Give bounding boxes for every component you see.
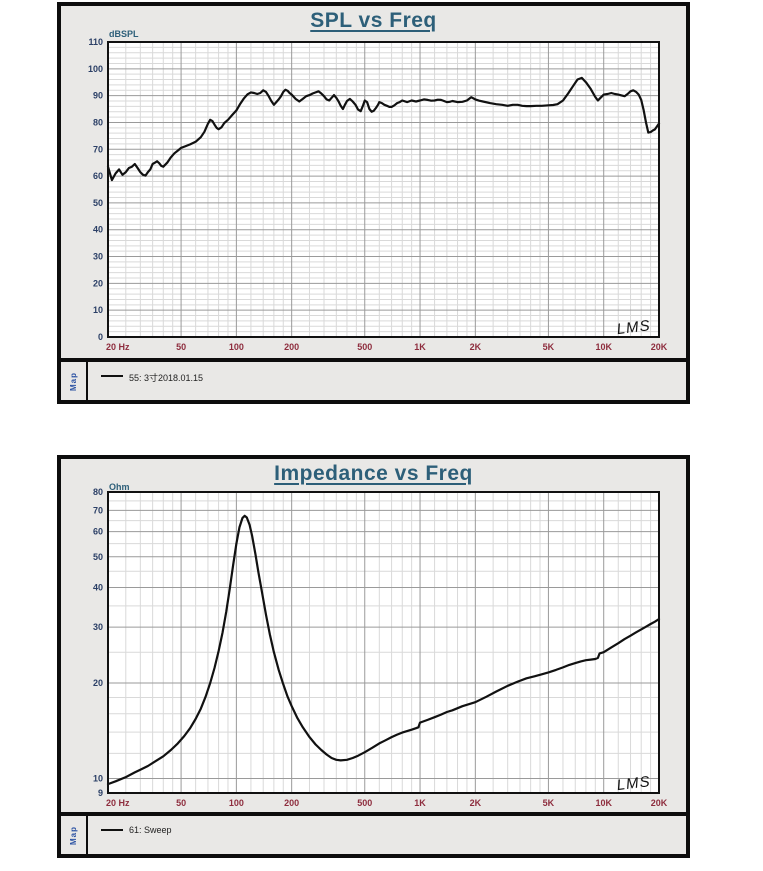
svg-text:500: 500 — [357, 798, 372, 808]
svg-text:20 Hz: 20 Hz — [106, 798, 130, 808]
svg-text:0: 0 — [98, 332, 103, 342]
svg-text:100: 100 — [88, 64, 103, 74]
impedance-legend-item: 61: Sweep — [88, 816, 172, 854]
svg-text:5K: 5K — [543, 798, 555, 808]
svg-text:10K: 10K — [595, 342, 612, 352]
svg-text:50: 50 — [176, 342, 186, 352]
impedance-chart-title: Impedance vs Freq — [274, 462, 473, 485]
svg-text:20: 20 — [93, 278, 103, 288]
svg-text:200: 200 — [284, 342, 299, 352]
svg-text:10: 10 — [93, 773, 103, 783]
svg-text:50: 50 — [176, 798, 186, 808]
svg-text:30: 30 — [93, 622, 103, 632]
svg-text:20: 20 — [93, 678, 103, 688]
spl-panel: SPL vs Freq dBSPL 110 100 90 80 70 60 50 40 30 20… — [57, 2, 690, 404]
spl-legend-item: 55: 3寸2018.01.15 — [88, 362, 203, 400]
svg-text:80: 80 — [93, 487, 103, 497]
svg-text:40: 40 — [93, 225, 103, 235]
svg-text:20K: 20K — [651, 342, 668, 352]
spl-chart-title: SPL vs Freq — [310, 9, 437, 32]
svg-text:30: 30 — [93, 252, 103, 262]
svg-text:60: 60 — [93, 527, 103, 537]
svg-text:1K: 1K — [414, 798, 426, 808]
impedance-plot: 80 70 60 50 40 30 20 10 920 Hz 50 100 200 500 1K 2K 5K 1… — [93, 487, 668, 808]
map-label: Map — [69, 825, 78, 845]
svg-text:100: 100 — [229, 342, 244, 352]
svg-text:10K: 10K — [595, 798, 612, 808]
map-label: Map — [69, 371, 78, 391]
svg-text:20 Hz: 20 Hz — [106, 342, 130, 352]
svg-text:110: 110 — [88, 37, 103, 47]
svg-text:5K: 5K — [543, 342, 555, 352]
svg-text:50: 50 — [93, 552, 103, 562]
svg-text:500: 500 — [357, 342, 372, 352]
impedance-y-unit-label: Ohm — [109, 482, 130, 492]
spl-map-tab[interactable]: Map — [61, 362, 88, 400]
svg-text:70: 70 — [93, 505, 103, 515]
impedance-legend-strip: Map 61: Sweep — [61, 812, 686, 854]
svg-text:9: 9 — [98, 788, 103, 798]
svg-text:1K: 1K — [414, 342, 426, 352]
spl-y-unit-label: dBSPL — [109, 29, 139, 39]
impedance-legend-text: 61: Sweep — [129, 825, 172, 835]
svg-text:2K: 2K — [470, 798, 482, 808]
svg-text:40: 40 — [93, 582, 103, 592]
svg-text:70: 70 — [93, 144, 103, 154]
legend-line-sample — [101, 375, 123, 377]
impedance-map-tab[interactable]: Map — [61, 816, 88, 854]
svg-text:10: 10 — [93, 305, 103, 315]
svg-text:50: 50 — [93, 198, 103, 208]
svg-text:LMS: LMS — [616, 317, 652, 338]
impedance-panel: Impedance vs Freq Ohm 80 70 60 50 40 30 20 10 9 2… — [57, 455, 690, 858]
svg-text:LMS: LMS — [616, 773, 652, 794]
spl-legend-text: 55: 3寸2018.01.15 — [129, 373, 204, 383]
svg-text:60: 60 — [93, 171, 103, 181]
svg-text:80: 80 — [93, 117, 103, 127]
svg-text:20K: 20K — [651, 798, 668, 808]
spl-legend-strip: Map 55: 3寸2018.01.15 — [61, 358, 686, 400]
legend-line-sample — [101, 829, 123, 831]
svg-text:100: 100 — [229, 798, 244, 808]
svg-text:90: 90 — [93, 91, 103, 101]
svg-text:200: 200 — [284, 798, 299, 808]
svg-text:2K: 2K — [470, 342, 482, 352]
